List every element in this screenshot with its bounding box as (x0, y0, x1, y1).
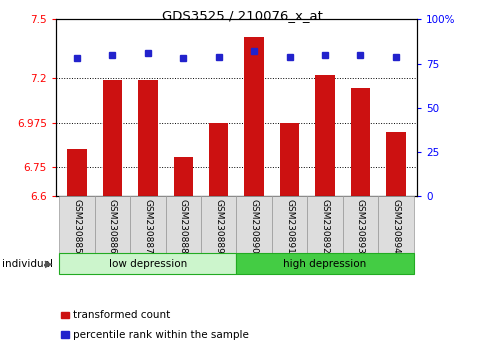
Text: GSM230888: GSM230888 (179, 199, 187, 254)
Bar (103, 80, 122, 196)
Text: GSM230887: GSM230887 (143, 199, 152, 254)
FancyBboxPatch shape (130, 196, 165, 253)
Bar (209, 123, 228, 196)
Text: ▶: ▶ (45, 259, 52, 269)
FancyBboxPatch shape (165, 196, 200, 253)
Bar (60, 312, 69, 318)
FancyBboxPatch shape (307, 196, 342, 253)
Bar (60, 331, 69, 338)
FancyBboxPatch shape (272, 196, 307, 253)
Text: transformed count: transformed count (73, 310, 170, 320)
FancyBboxPatch shape (342, 196, 378, 253)
FancyBboxPatch shape (200, 196, 236, 253)
Text: percentile rank within the sample: percentile rank within the sample (73, 330, 249, 339)
Text: GSM230894: GSM230894 (391, 199, 399, 254)
Bar (279, 123, 299, 196)
Bar (173, 157, 193, 196)
Bar (244, 37, 263, 196)
FancyBboxPatch shape (59, 253, 236, 274)
Text: GSM230890: GSM230890 (249, 199, 258, 254)
Bar (138, 80, 157, 196)
Text: GSM230892: GSM230892 (320, 199, 329, 254)
Text: GSM230891: GSM230891 (285, 199, 293, 254)
FancyBboxPatch shape (378, 196, 413, 253)
Bar (67, 149, 87, 196)
Text: high depression: high depression (283, 259, 366, 269)
FancyBboxPatch shape (236, 253, 413, 274)
Text: GSM230889: GSM230889 (214, 199, 223, 254)
FancyBboxPatch shape (59, 196, 94, 253)
Bar (385, 132, 405, 196)
Text: GSM230886: GSM230886 (108, 199, 117, 254)
Text: GDS3525 / 210076_x_at: GDS3525 / 210076_x_at (162, 9, 322, 22)
Text: individual: individual (2, 259, 53, 269)
Text: GSM230885: GSM230885 (73, 199, 81, 254)
Bar (315, 75, 334, 196)
FancyBboxPatch shape (94, 196, 130, 253)
Text: low depression: low depression (108, 259, 187, 269)
Bar (350, 88, 369, 196)
Text: GSM230893: GSM230893 (355, 199, 364, 254)
FancyBboxPatch shape (236, 196, 272, 253)
